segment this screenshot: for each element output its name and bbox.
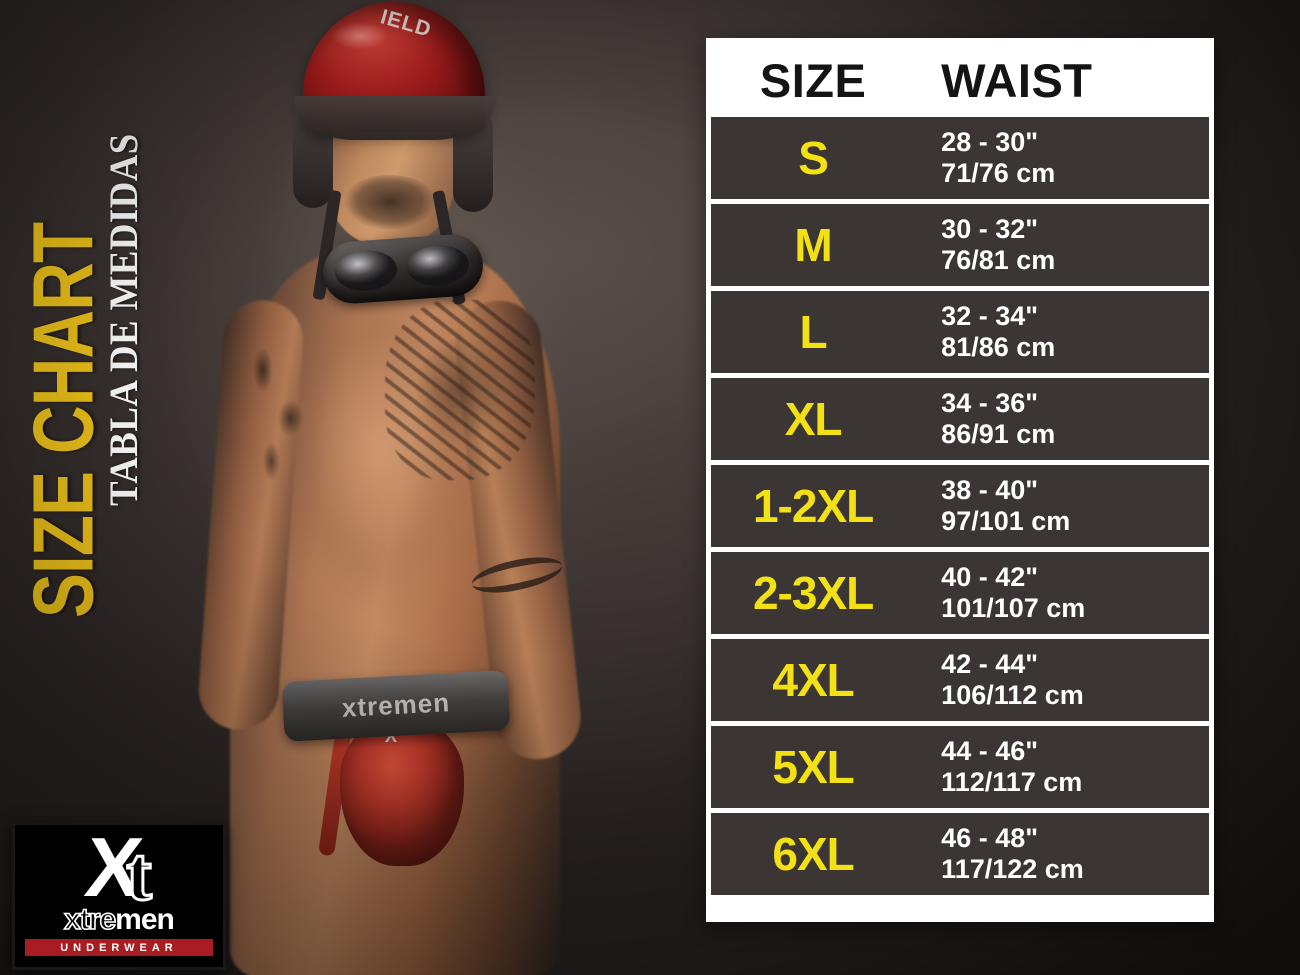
waist-centimeters: 117/122 cm (941, 854, 1084, 884)
logo-letter-t: t (125, 831, 153, 916)
cell-size: 4XL (772, 654, 854, 706)
page-subtitle: TABLA DE MEDIDAS (101, 101, 146, 506)
cell-waist: 30 - 32" 76/81 cm (915, 214, 1209, 276)
goggle-lens-left (333, 248, 399, 293)
table-header-row: SIZE WAIST (711, 43, 1209, 117)
table-row: M 30 - 32" 76/81 cm (711, 204, 1209, 286)
page-subtitle-text: TABLA DE MEDIDAS (101, 133, 146, 506)
column-header-waist: WAIST (941, 53, 1093, 107)
cell-size: 5XL (772, 741, 854, 793)
waist-inches: 42 - 44" (941, 649, 1039, 680)
garment-pouch (340, 716, 464, 866)
table-body: S 28 - 30" 71/76 cm M 30 - 32" 76/81 cm L 32 - … (711, 117, 1209, 895)
waist-centimeters: 71/76 cm (941, 158, 1056, 188)
waist-centimeters: 76/81 cm (941, 245, 1056, 275)
goggle-lens-right (405, 243, 471, 288)
cell-waist: 28 - 30" 71/76 cm (915, 127, 1209, 189)
cell-waist: 32 - 34" 81/86 cm (915, 301, 1209, 363)
column-header-size: SIZE (759, 53, 867, 107)
logo-wordmark: xtremen (15, 903, 223, 936)
cell-size: M (794, 219, 832, 271)
logo-monogram: X t (15, 820, 223, 916)
table-row: 1-2XL 38 - 40" 97/101 cm (711, 465, 1209, 547)
cell-size: XL (784, 393, 843, 445)
cell-waist: 34 - 36" 86/91 cm (915, 388, 1209, 450)
waist-inches: 44 - 46" (941, 736, 1039, 767)
waist-inches: 46 - 48" (941, 823, 1039, 854)
title-block: SIZE CHART TABLA DE MEDIDAS (0, 0, 180, 700)
waist-inches: 38 - 40" (941, 475, 1039, 506)
cell-size: S (798, 132, 829, 184)
logo-wordmark-part1: xtre (63, 903, 117, 936)
table-row: 6XL 46 - 48" 117/122 cm (711, 813, 1209, 895)
tattoo-left-arm (237, 330, 323, 490)
waist-centimeters: 106/112 cm (941, 680, 1084, 710)
cell-waist: 44 - 46" 112/117 cm (915, 736, 1209, 798)
cell-size: 6XL (772, 828, 854, 880)
waist-inches: 28 - 30" (941, 127, 1039, 158)
model-beard (338, 175, 442, 241)
tattoo-chest (385, 300, 535, 480)
cell-waist: 38 - 40" 97/101 cm (915, 475, 1209, 537)
waist-centimeters: 97/101 cm (941, 506, 1071, 536)
page-title-text: SIZE CHART (16, 222, 112, 618)
table-row: S 28 - 30" 71/76 cm (711, 117, 1209, 199)
brand-logo: X t xtremen UNDERWEAR (12, 820, 226, 970)
waist-centimeters: 112/117 cm (941, 767, 1083, 797)
cell-size: 1-2XL (752, 480, 874, 532)
model-photo: IELD X xtremen (175, 0, 695, 975)
waist-inches: 32 - 34" (941, 301, 1039, 332)
table-row: XL 34 - 36" 86/91 cm (711, 378, 1209, 460)
garment-waistband: xtremen (281, 670, 511, 742)
waistband-brand-text: xtremen (341, 687, 451, 723)
logo-wordmark-part2: men (115, 903, 175, 936)
waist-inches: 34 - 36" (941, 388, 1039, 419)
waist-centimeters: 81/86 cm (941, 332, 1056, 362)
logo-tagline-bar: UNDERWEAR (25, 939, 213, 956)
waist-inches: 30 - 32" (941, 214, 1039, 245)
goggles (321, 232, 485, 306)
table-row: 4XL 42 - 44" 106/112 cm (711, 639, 1209, 721)
table-row: L 32 - 34" 81/86 cm (711, 291, 1209, 373)
cell-waist: 42 - 44" 106/112 cm (915, 649, 1209, 711)
waist-centimeters: 86/91 cm (941, 419, 1056, 449)
waist-inches: 40 - 42" (941, 562, 1039, 593)
logo-tagline: UNDERWEAR (60, 941, 178, 954)
table-row: 2-3XL 40 - 42" 101/107 cm (711, 552, 1209, 634)
helmet-brim (295, 96, 493, 140)
table-row: 5XL 44 - 46" 112/117 cm (711, 726, 1209, 808)
cell-waist: 46 - 48" 117/122 cm (915, 823, 1209, 885)
page-title: SIZE CHART (16, 136, 112, 618)
cell-waist: 40 - 42" 101/107 cm (915, 562, 1209, 624)
waist-centimeters: 101/107 cm (941, 593, 1086, 623)
cell-size: L (799, 306, 828, 358)
cell-size: 2-3XL (752, 567, 874, 619)
size-table: SIZE WAIST S 28 - 30" 71/76 cm M 30 - 32" 76/… (706, 38, 1214, 922)
